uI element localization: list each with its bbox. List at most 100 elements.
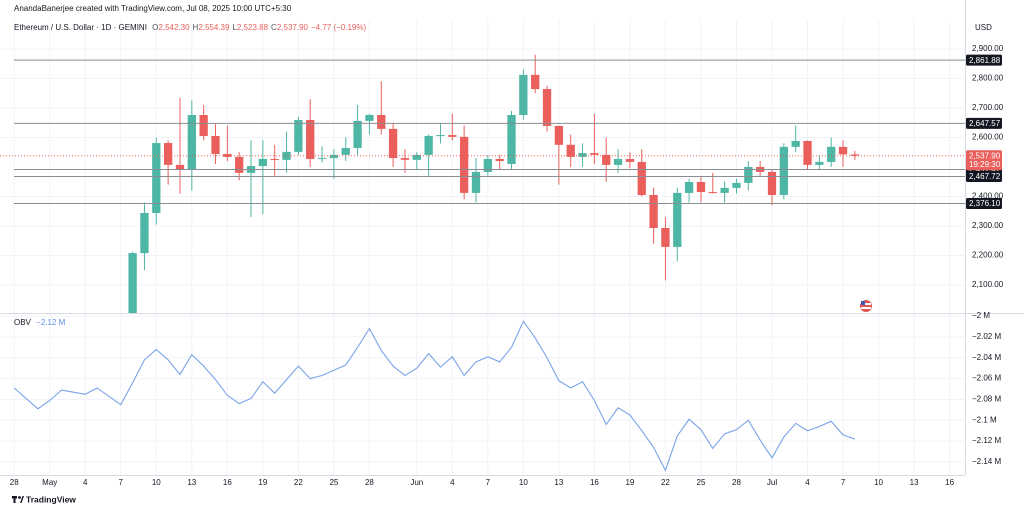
y-tick-label: 2,300.00 xyxy=(972,221,1004,230)
level-label: 2,376.10 xyxy=(969,199,1001,208)
y-tick-label: −2.12 M xyxy=(972,436,1001,445)
y-tick-label: −2 M xyxy=(972,311,990,320)
candle-body xyxy=(803,140,812,165)
candle-body xyxy=(365,115,374,121)
level-tag xyxy=(966,170,1002,182)
x-tick-label: 7 xyxy=(486,478,491,487)
x-tick-label: May xyxy=(42,478,57,487)
obv-legend: OBV −2.12 M xyxy=(14,318,68,327)
obv-name: OBV xyxy=(14,318,31,327)
candle-body xyxy=(531,74,540,90)
x-tick-label: 22 xyxy=(661,478,670,487)
obv-line xyxy=(13,320,856,472)
currency: USD xyxy=(975,23,992,32)
level-tag xyxy=(966,117,1002,129)
obv-last: −2.12 M xyxy=(36,318,66,327)
candle-body xyxy=(152,143,161,213)
y-tick-label: −2.08 M xyxy=(972,395,1001,404)
candle-body xyxy=(613,158,623,165)
x-tick-label: 25 xyxy=(329,478,338,487)
candle-body xyxy=(163,143,173,165)
ohlc-value: 2,554.39 xyxy=(198,23,230,32)
candle-body xyxy=(554,125,564,145)
x-tick-label: 10 xyxy=(519,478,528,487)
x-tick-label: 4 xyxy=(450,478,455,487)
level-label: 2,861.88 xyxy=(969,56,1001,65)
y-tick-label: 2,200.00 xyxy=(972,251,1004,260)
credit-text: AnandaBanerjee created with TradingView.… xyxy=(14,4,292,13)
candle-body xyxy=(791,140,800,147)
candle-body xyxy=(329,154,339,159)
last-price-tag xyxy=(966,150,1002,171)
candle-body xyxy=(199,115,208,136)
candle-body xyxy=(460,136,469,193)
candle-body xyxy=(294,120,303,152)
level-tag xyxy=(966,54,1002,66)
candle-body xyxy=(412,154,421,160)
candle-body xyxy=(519,74,528,116)
candle-body xyxy=(175,164,185,170)
y-tick-label: 2,100.00 xyxy=(972,280,1004,289)
candle-body xyxy=(590,153,599,155)
candle-body xyxy=(400,158,410,160)
y-tick-label: −2.06 M xyxy=(972,374,1001,383)
candle-body xyxy=(744,166,753,183)
y-tick-label: −2.1 M xyxy=(972,415,997,424)
x-tick-label: 22 xyxy=(294,478,303,487)
candle-body xyxy=(779,146,788,195)
x-tick-label: 13 xyxy=(187,478,196,487)
candle-body xyxy=(306,120,315,159)
candle-body xyxy=(223,153,232,157)
x-tick-label: 19 xyxy=(258,478,267,487)
candle-body xyxy=(767,171,777,195)
candle-body xyxy=(128,253,137,313)
candle-body xyxy=(815,161,824,165)
candle-body xyxy=(377,115,386,129)
candle-body xyxy=(720,187,729,193)
grid xyxy=(0,20,965,475)
x-tick-label: 16 xyxy=(945,478,954,487)
y-tick-label: 2,600.00 xyxy=(972,133,1004,142)
ohlc-value: 2,523.88 xyxy=(236,23,269,32)
candle-body xyxy=(436,135,445,137)
candle-body xyxy=(566,144,575,157)
y-tick-label: −2.14 M xyxy=(972,457,1001,466)
candle-body xyxy=(838,146,848,155)
credit: AnandaBanerjee created with TradingView.… xyxy=(14,4,294,13)
y-tick-label: −2.02 M xyxy=(972,332,1001,341)
ohlc-key: H xyxy=(192,23,199,32)
last-price-label: 2,537.90 xyxy=(969,151,1001,160)
candle-body xyxy=(649,194,658,229)
x-tick-label: 28 xyxy=(10,478,19,487)
tv-logo xyxy=(12,496,24,503)
candle-body xyxy=(732,182,741,188)
y-tick-label: 2,900.00 xyxy=(972,44,1004,53)
candle-body xyxy=(483,158,492,172)
x-tick-label: 7 xyxy=(119,478,124,487)
candle-body xyxy=(448,135,457,137)
x-tick-label: Jun xyxy=(410,478,423,487)
x-tick-label: 19 xyxy=(625,478,634,487)
candle-body xyxy=(258,158,268,167)
candle-body xyxy=(507,115,516,164)
y-tick-label: 2,800.00 xyxy=(972,74,1004,83)
x-tick-label: 10 xyxy=(152,478,161,487)
candle-body xyxy=(140,212,149,254)
x-tick-label: 28 xyxy=(732,478,741,487)
candles xyxy=(128,54,860,313)
brand: TradingView xyxy=(26,494,76,504)
candle-body xyxy=(827,146,836,162)
x-tick-label: 16 xyxy=(590,478,599,487)
y-tick-label: −2.04 M xyxy=(972,353,1001,362)
x-tick-label: 4 xyxy=(83,478,88,487)
x-tick-label: 25 xyxy=(697,478,706,487)
level-label: 2,647.57 xyxy=(969,119,1001,128)
level-tag xyxy=(966,198,1002,210)
x-tick-label: 16 xyxy=(223,478,232,487)
candle-body xyxy=(424,135,433,155)
candle-body xyxy=(578,153,587,157)
x-tick-label: 4 xyxy=(805,478,810,487)
candle-body xyxy=(542,89,552,126)
